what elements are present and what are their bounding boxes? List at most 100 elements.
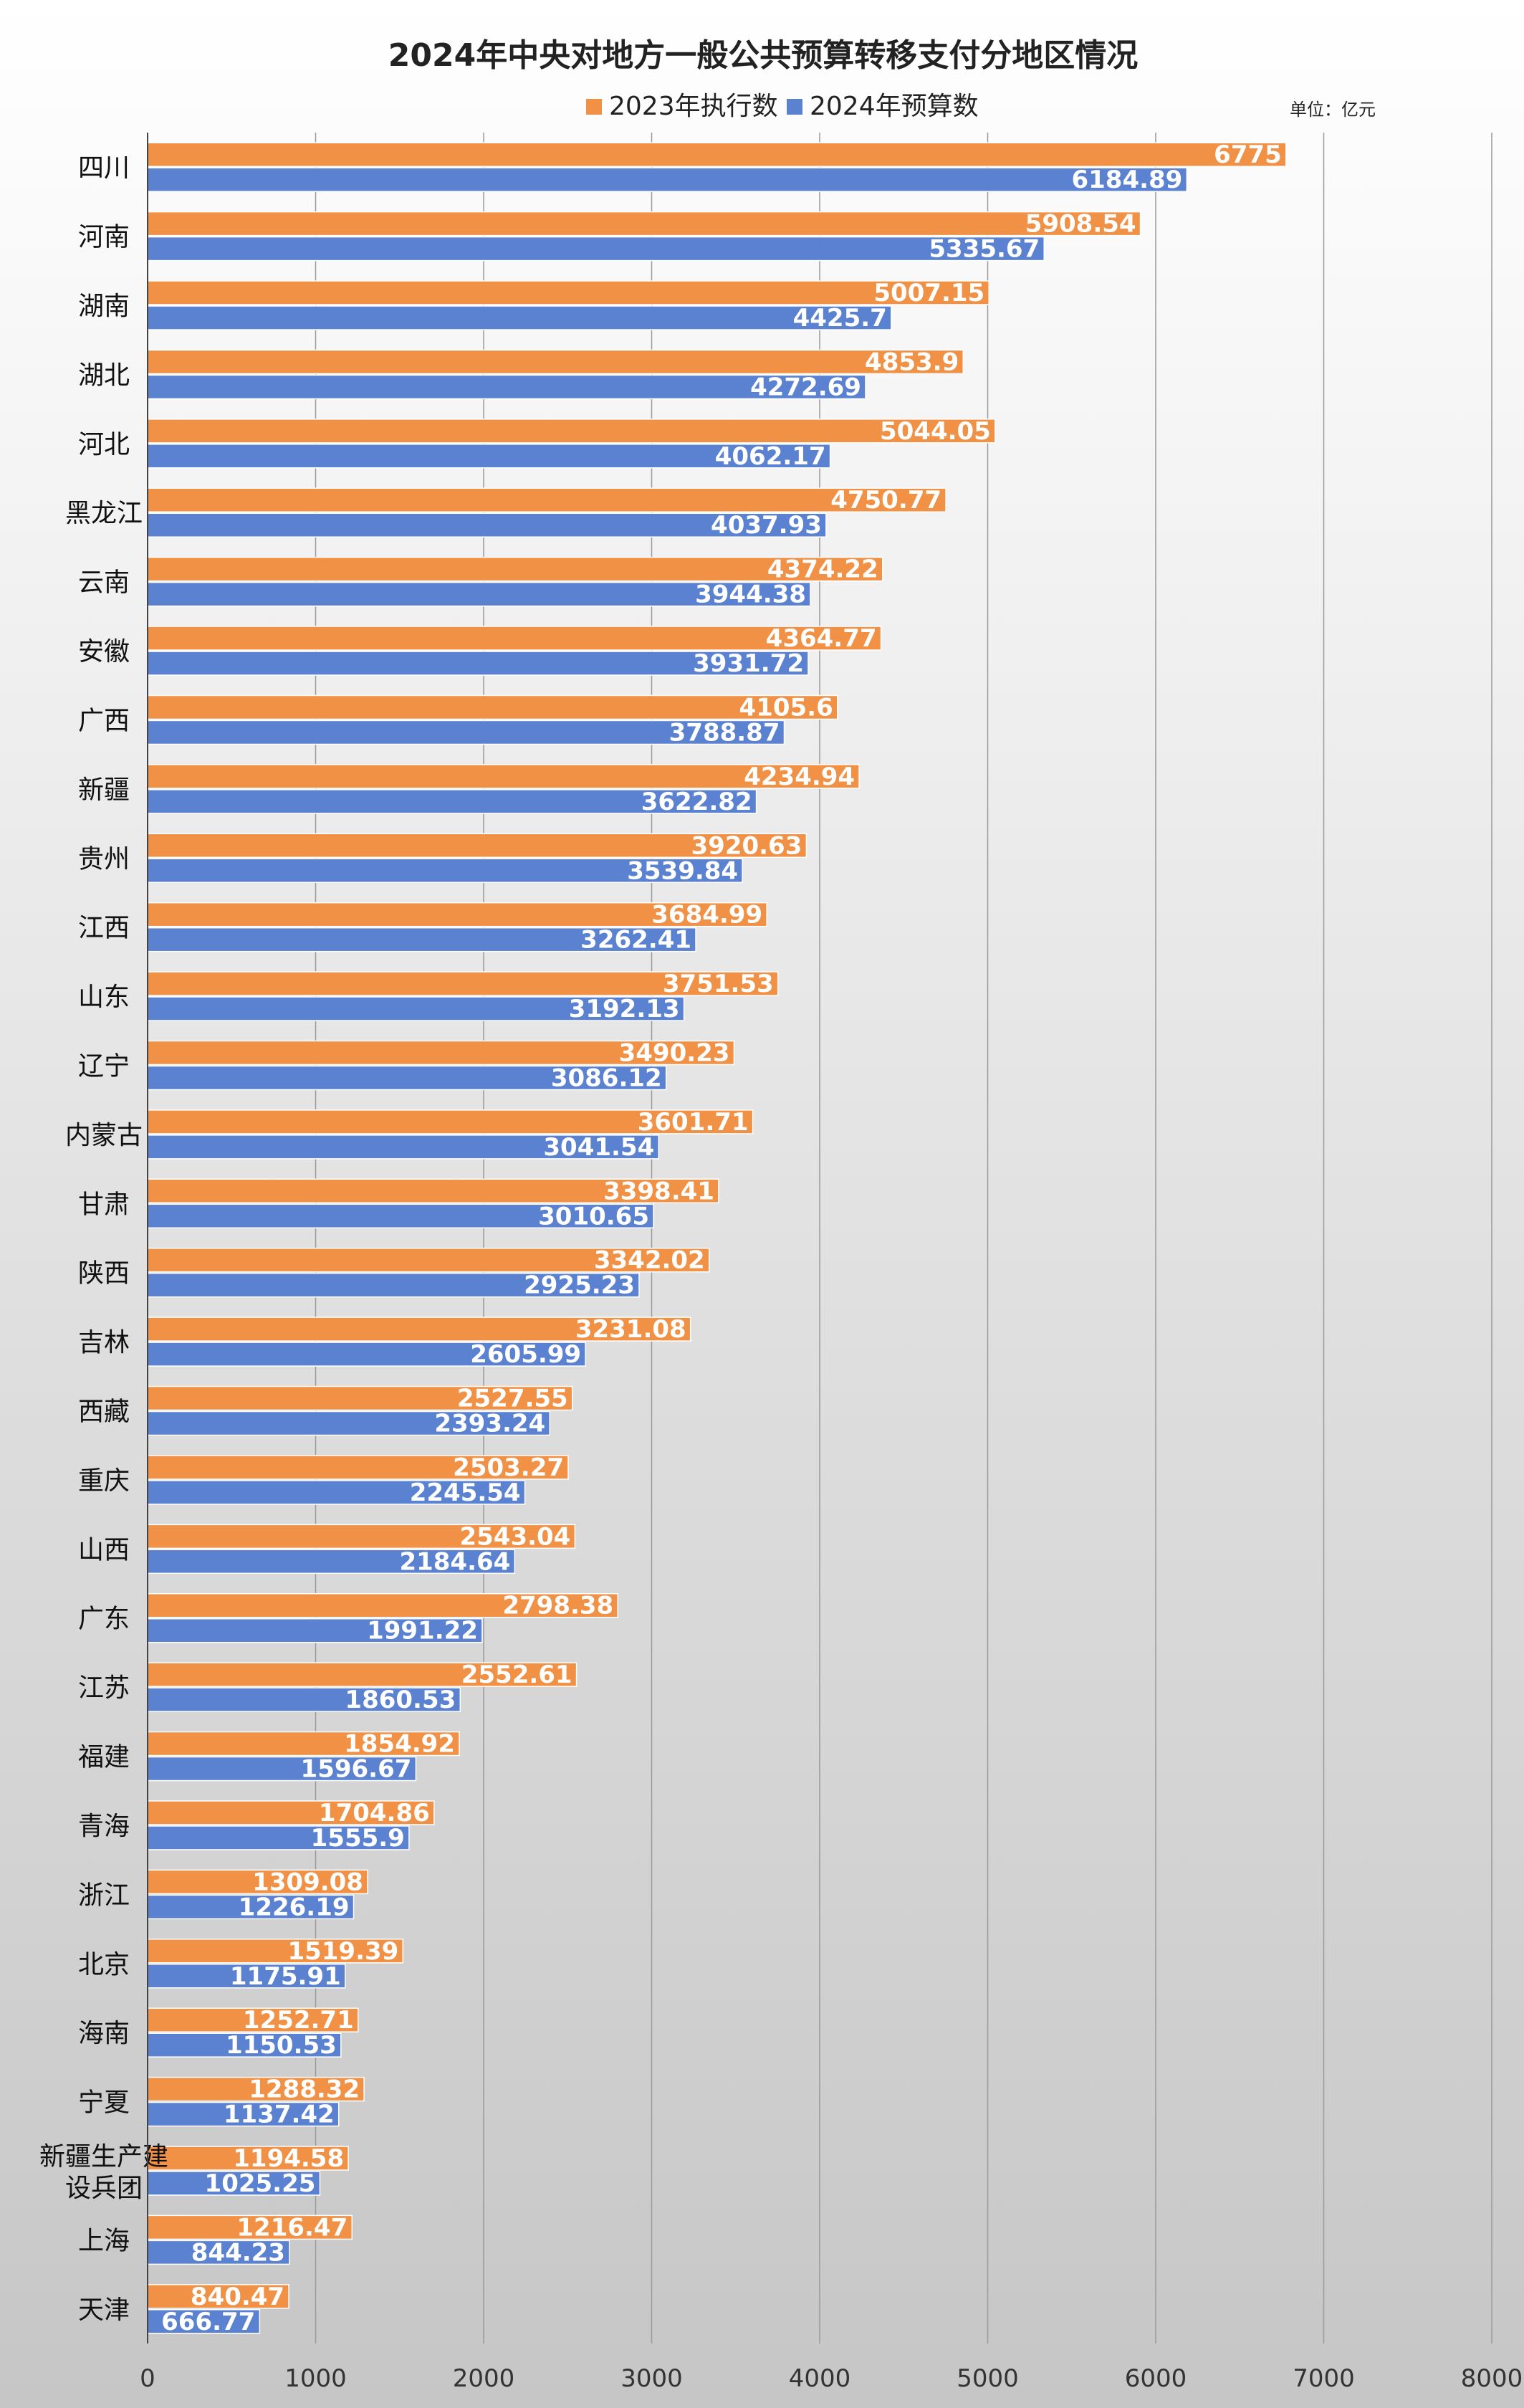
value-label-2023: 4105.6 — [739, 693, 833, 722]
value-label-2023: 1519.39 — [287, 1937, 398, 1966]
bar-2023 — [147, 2214, 353, 2240]
category-label: 云南 — [78, 568, 130, 598]
bar-2024 — [147, 1272, 640, 1298]
value-label-2024: 1596.67 — [301, 1755, 412, 1784]
value-label-2023: 2527.55 — [457, 1385, 568, 1413]
category-label: 天津 — [78, 2295, 130, 2325]
value-label-2024: 3622.82 — [641, 788, 752, 816]
category-label: 河南 — [78, 223, 130, 252]
category-label: 青海 — [78, 1812, 130, 1841]
bar-2023 — [147, 211, 1141, 236]
bar-2024 — [147, 1203, 654, 1229]
x-tick-label: 8000 — [1461, 2364, 1523, 2393]
bar-2023 — [147, 1385, 573, 1411]
category-labels: 四川河南湖南湖北河北黑龙江云南安徽广西新疆贵州江西山东辽宁内蒙古甘肃陕西吉林西藏… — [39, 153, 168, 2325]
x-tick-label: 7000 — [1293, 2364, 1355, 2393]
value-label-2024: 4272.69 — [750, 373, 861, 401]
value-label-2024: 844.23 — [191, 2238, 285, 2267]
value-label-2024: 3192.13 — [569, 995, 680, 1023]
value-label-2023: 5007.15 — [873, 279, 984, 307]
value-label-2024: 4425.7 — [793, 304, 887, 333]
bar-2023 — [147, 833, 807, 859]
bar-2024 — [147, 167, 1188, 192]
bar-2023 — [147, 2076, 365, 2102]
value-label-2024: 1150.53 — [226, 2031, 337, 2060]
bar-2023 — [147, 1040, 735, 1066]
value-label-2023: 3231.08 — [575, 1315, 686, 1344]
value-label-2023: 4853.9 — [865, 348, 959, 376]
category-label: 福建 — [78, 1743, 130, 1772]
value-label-2023: 1194.58 — [233, 2144, 344, 2173]
bar-2024 — [147, 651, 809, 676]
value-label-2023: 1854.92 — [344, 1730, 455, 1759]
bar-2023 — [147, 971, 779, 996]
category-label: 北京 — [78, 1950, 130, 1979]
bar-2023 — [147, 1800, 435, 1825]
bar-2024 — [147, 1756, 417, 1782]
value-label-2024: 4062.17 — [715, 442, 826, 471]
category-label: 江西 — [78, 914, 130, 943]
category-label: 贵州 — [78, 844, 130, 874]
x-tick-label: 1000 — [284, 2364, 347, 2393]
legend-label-2024: 2024年预算数 — [810, 92, 979, 121]
category-label: 湖北 — [78, 360, 130, 390]
category-label: 甘肃 — [78, 1190, 130, 1219]
bar-2023 — [147, 487, 946, 512]
value-label-2023: 4374.22 — [767, 555, 878, 584]
bar-2024 — [147, 927, 696, 952]
value-label-2024: 2605.99 — [470, 1340, 581, 1369]
unit-label: 单位：亿元 — [1290, 100, 1376, 120]
category-label: 吉林 — [78, 1328, 130, 1357]
bar-2023 — [147, 556, 883, 582]
bar-2024 — [147, 305, 892, 330]
category-label: 广西 — [78, 706, 130, 735]
legend: 2023年执行数 2024年预算数 — [586, 92, 979, 121]
value-label-2024: 3010.65 — [538, 1202, 649, 1231]
bar-2023 — [147, 349, 964, 375]
value-label-2023: 3751.53 — [663, 970, 774, 998]
value-label-2024: 1025.25 — [205, 2169, 316, 2198]
bar-2024 — [147, 1894, 355, 1920]
value-label-2024: 3944.38 — [695, 580, 806, 609]
value-label-2023: 2543.04 — [459, 1522, 570, 1551]
bar-2024 — [147, 444, 831, 469]
legend-label-2023: 2023年执行数 — [609, 92, 778, 121]
value-label-2024: 2184.64 — [399, 1547, 510, 1576]
category-label: 内蒙古 — [65, 1121, 143, 1150]
value-label-2023: 840.47 — [191, 2283, 284, 2311]
category-label: 宁夏 — [78, 2088, 130, 2118]
value-label-2023: 5044.05 — [880, 417, 991, 446]
category-label: 重庆 — [78, 1466, 130, 1496]
bar-2024 — [147, 581, 811, 607]
category-label: 浙江 — [78, 1881, 130, 1910]
value-label-2024: 1860.53 — [345, 1686, 456, 1714]
bar-2023 — [147, 1524, 576, 1549]
bar-2024 — [147, 1480, 526, 1505]
legend-swatch-2024 — [787, 99, 802, 115]
value-label-2023: 1252.71 — [243, 2006, 354, 2035]
value-label-2023: 5908.54 — [1025, 210, 1136, 239]
value-label-2023: 6775 — [1214, 140, 1282, 169]
bar-2023 — [147, 1592, 618, 1618]
category-label: 黑龙江 — [65, 499, 143, 528]
value-label-2024: 1137.42 — [224, 2101, 335, 2129]
value-label-2024: 4037.93 — [711, 511, 822, 540]
value-label-2024: 3262.41 — [580, 926, 691, 955]
value-label-2023: 3398.41 — [603, 1177, 714, 1205]
value-label-2023: 4234.94 — [744, 763, 855, 791]
category-label: 辽宁 — [78, 1051, 130, 1081]
value-label-2024: 3931.72 — [693, 649, 804, 678]
bar-2023 — [147, 1939, 404, 1964]
bar-2023 — [147, 2007, 359, 2032]
value-label-2023: 1288.32 — [249, 2075, 360, 2104]
bar-2024 — [147, 512, 827, 538]
value-label-2023: 2503.27 — [453, 1453, 564, 1482]
bar-2024 — [147, 720, 785, 745]
bar-2024 — [147, 789, 757, 814]
value-label-2024: 3041.54 — [543, 1133, 654, 1162]
value-label-2024: 6184.89 — [1071, 166, 1182, 194]
category-label: 山东 — [78, 983, 130, 1012]
x-tick-label: 3000 — [620, 2364, 683, 2393]
